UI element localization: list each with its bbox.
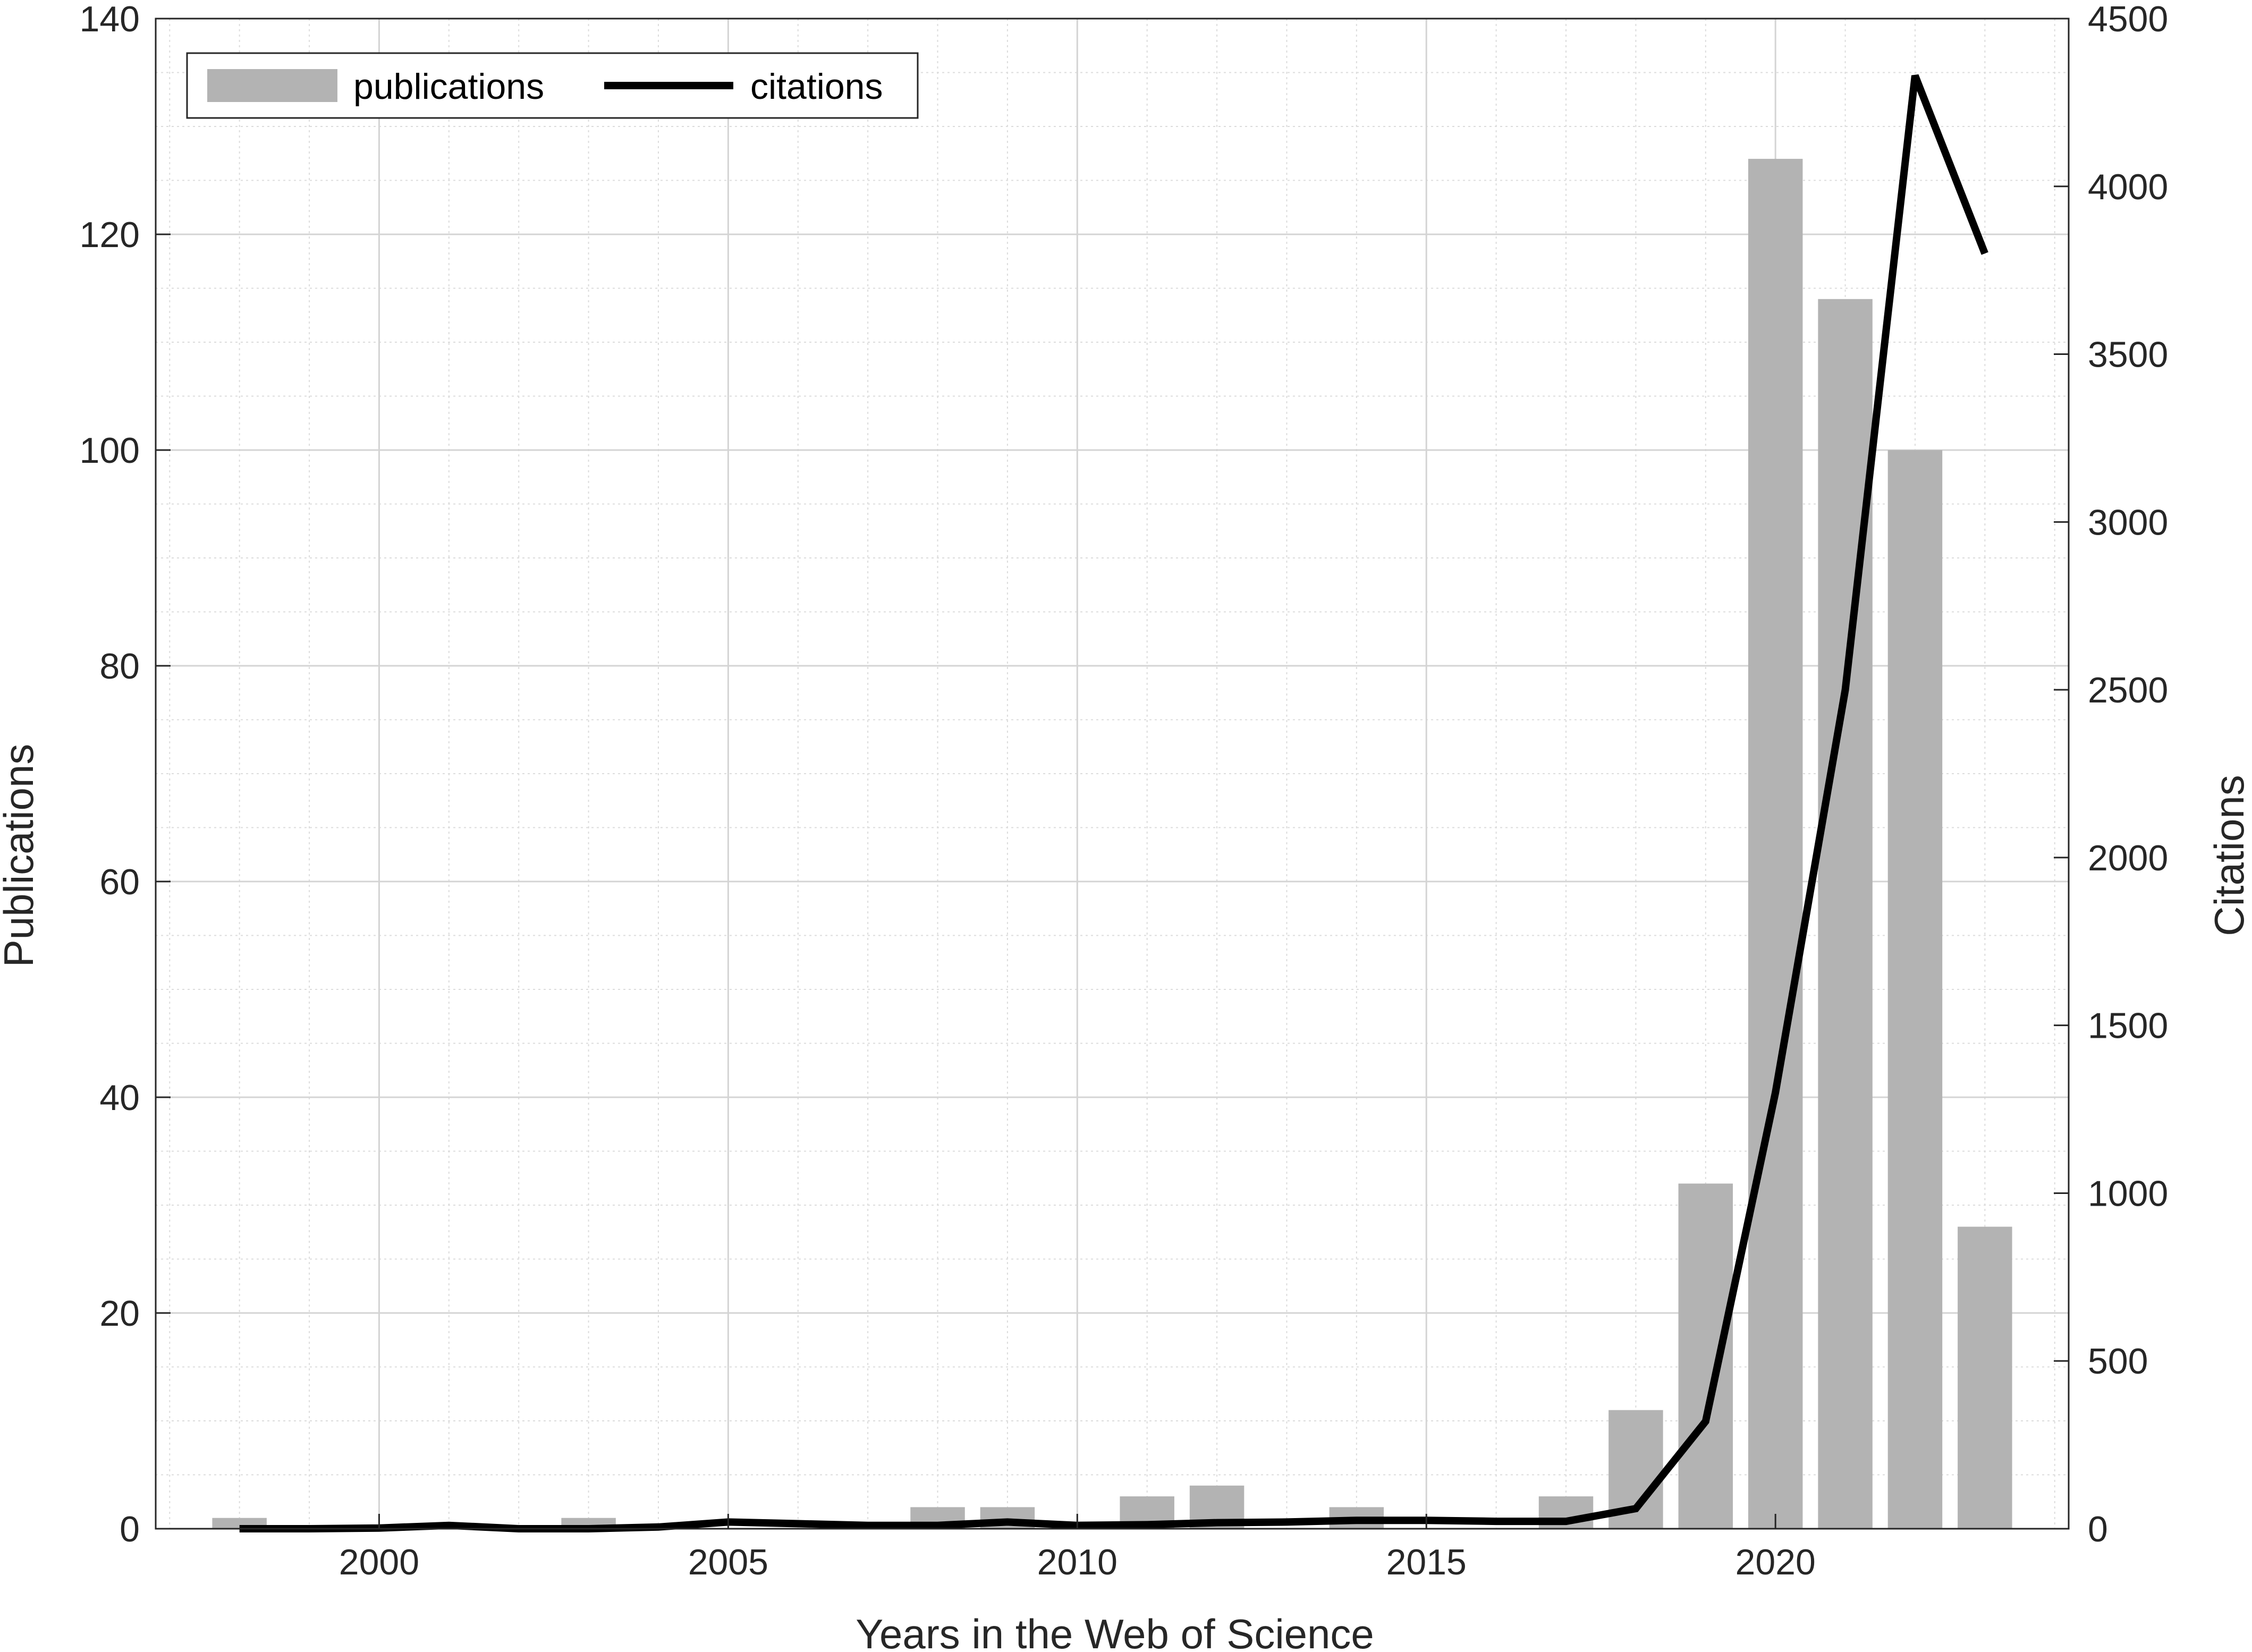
x-axis-title: Years in the Web of Science <box>856 1611 1374 1652</box>
publications-bar <box>1887 450 1943 1529</box>
y-left-tick-label: 100 <box>80 430 140 471</box>
y-right-tick-label: 3000 <box>2088 502 2168 543</box>
publications-bar <box>1818 299 1873 1529</box>
y-right-tick-label: 2000 <box>2088 838 2168 878</box>
axis-ticks <box>156 18 2069 1530</box>
y-right-tick-label: 500 <box>2088 1341 2148 1382</box>
publications-bar <box>1678 1183 1733 1529</box>
legend-publications-swatch <box>207 69 337 102</box>
y-axis-title-right: Citations <box>2206 775 2252 936</box>
tick-labels: 2000 2005 2010 2015 2020 0 20 40 60 80 100 120 140 0 5… <box>80 0 2169 1582</box>
publications-bar <box>1748 158 1803 1529</box>
plot-frame <box>155 18 2070 1530</box>
publications-bar <box>1958 1226 2012 1529</box>
legend-publications-label: publications <box>353 66 544 107</box>
y-right-tick-label: 1000 <box>2088 1173 2168 1214</box>
y-left-tick-label: 80 <box>99 646 140 687</box>
legend: publications citations <box>186 52 919 119</box>
y-right-tick-label: 4000 <box>2088 167 2168 207</box>
y-axis-title-left: Publications <box>0 744 42 968</box>
y-right-tick-label: 4500 <box>2088 0 2168 39</box>
y-left-tick-label: 120 <box>80 215 140 255</box>
x-tick-label: 2020 <box>1735 1542 1816 1582</box>
minor-grid <box>156 19 2069 1529</box>
y-right-tick-label: 1500 <box>2088 1006 2168 1046</box>
x-tick-label: 2005 <box>688 1542 768 1582</box>
x-tick-label: 2000 <box>339 1542 419 1582</box>
y-right-tick-label: 2500 <box>2088 670 2168 710</box>
y-left-tick-label: 40 <box>99 1078 140 1118</box>
x-tick-label: 2015 <box>1386 1542 1467 1582</box>
y-right-tick-label: 3500 <box>2088 335 2168 375</box>
y-left-tick-label: 20 <box>99 1293 140 1334</box>
y-left-tick-label: 140 <box>80 0 140 39</box>
legend-citations-label: citations <box>750 66 883 107</box>
x-tick-label: 2010 <box>1037 1542 1117 1582</box>
y-right-tick-label: 0 <box>2088 1509 2108 1549</box>
y-left-tick-label: 0 <box>120 1509 140 1549</box>
y-left-tick-label: 60 <box>99 862 140 902</box>
